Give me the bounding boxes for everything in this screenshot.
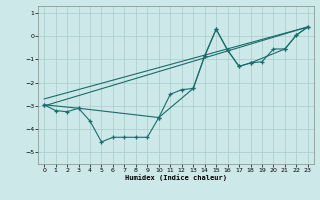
X-axis label: Humidex (Indice chaleur): Humidex (Indice chaleur) (125, 175, 227, 181)
